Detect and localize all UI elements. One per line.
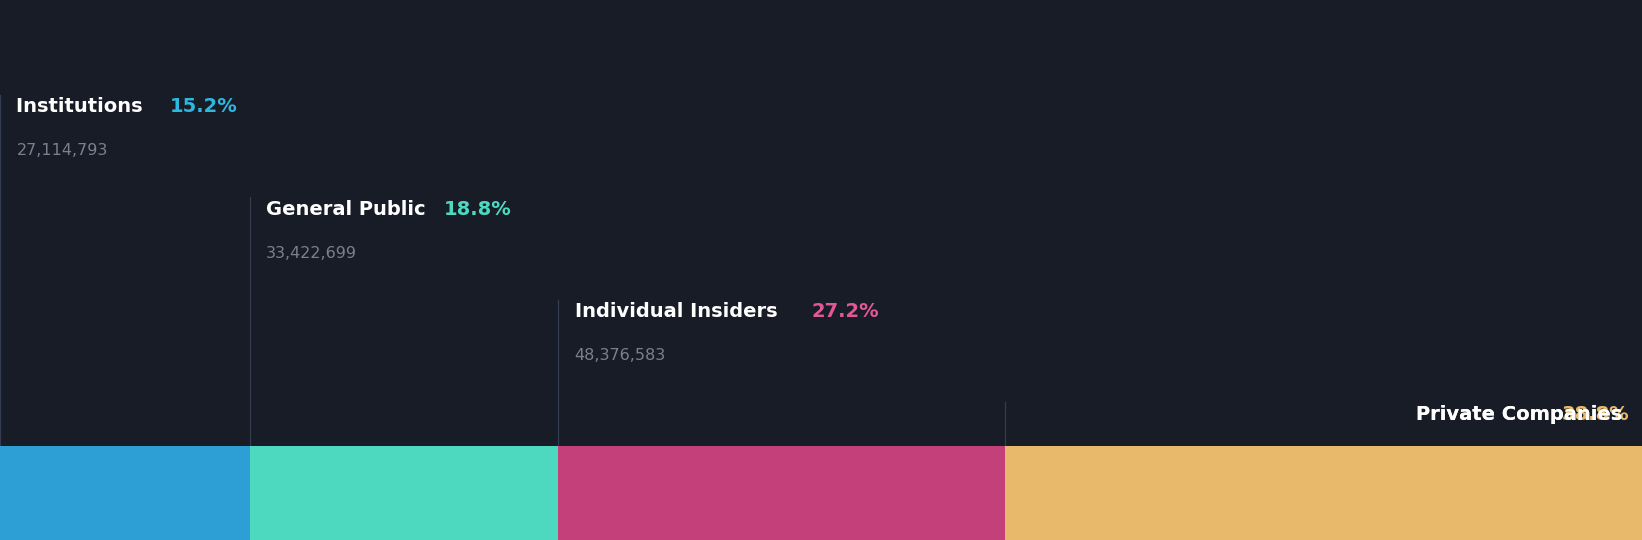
Text: Private Companies: Private Companies [1415,405,1629,424]
Text: 38.8%: 38.8% [1562,405,1629,424]
Text: 48,376,583: 48,376,583 [575,348,667,363]
Text: 27.2%: 27.2% [811,302,878,321]
Text: Individual Insiders: Individual Insiders [575,302,785,321]
Bar [1005,446,1642,540]
Text: 18.8%: 18.8% [443,200,511,219]
Text: 27,114,793: 27,114,793 [16,143,108,158]
Bar [0,446,250,540]
Text: Private Companies: Private Companies [1415,405,1629,424]
Bar [250,446,558,540]
Bar [558,446,1005,540]
Text: Institutions: Institutions [16,97,149,116]
Text: General Public: General Public [266,200,432,219]
Text: 69,132,925: 69,132,925 [1537,451,1629,466]
Text: 15.2%: 15.2% [171,97,238,116]
Text: 33,422,699: 33,422,699 [266,246,356,261]
